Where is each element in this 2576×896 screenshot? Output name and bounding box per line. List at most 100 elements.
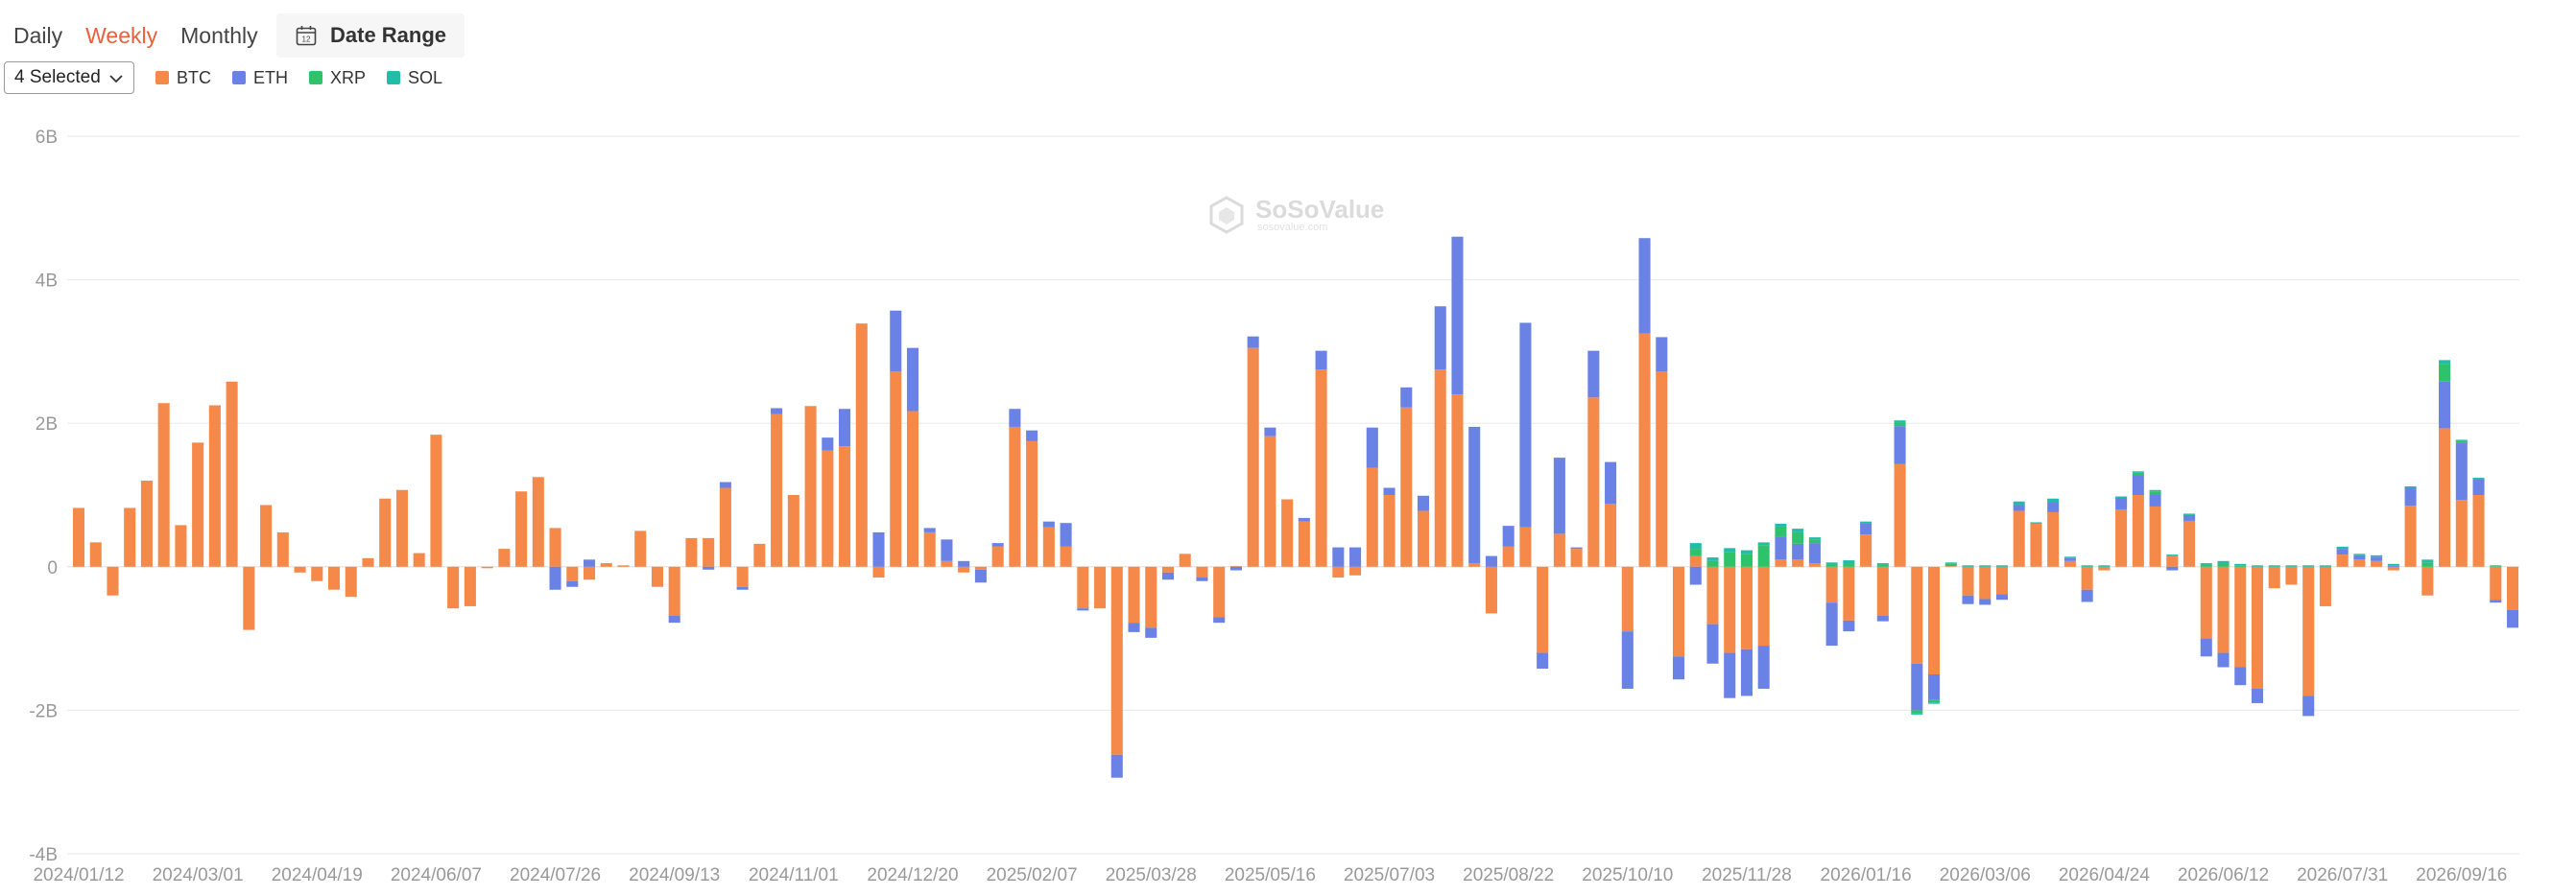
bar-eth[interactable] (2404, 487, 2417, 507)
bar-eth[interactable] (2149, 495, 2161, 507)
bar-eth[interactable] (1009, 409, 1021, 427)
bar-btc[interactable] (2285, 566, 2298, 585)
bar-eth[interactable] (958, 560, 970, 567)
bar-btc[interactable] (1587, 397, 1600, 567)
bar-btc[interactable] (515, 491, 528, 567)
bar-btc[interactable] (634, 531, 647, 567)
bar-xrp[interactable] (1911, 710, 1923, 714)
bar-btc[interactable] (175, 525, 187, 567)
bar-btc[interactable] (958, 566, 970, 573)
bar-btc[interactable] (192, 442, 204, 567)
bar-sol[interactable] (2013, 501, 2025, 506)
bar-btc[interactable] (2166, 555, 2179, 567)
bar-sol[interactable] (1843, 560, 1855, 564)
bar-btc[interactable] (2183, 520, 2196, 567)
bar-sol[interactable] (2115, 496, 2128, 498)
bar-btc[interactable] (1247, 347, 1259, 567)
bar-eth[interactable] (1689, 566, 1702, 585)
bar-eth[interactable] (1724, 652, 1736, 698)
bar-eth[interactable] (2439, 381, 2451, 429)
legend-item-btc[interactable]: BTC (155, 68, 211, 88)
bar-sol[interactable] (1689, 543, 1702, 550)
bar-sol[interactable] (2047, 498, 2060, 503)
bar-eth[interactable] (2217, 652, 2230, 668)
bar-btc[interactable] (1366, 467, 1378, 567)
bar-btc[interactable] (2490, 566, 2502, 601)
bar-btc[interactable] (2455, 500, 2468, 567)
bar-btc[interactable] (719, 487, 731, 567)
bar-sol[interactable] (1928, 702, 1941, 704)
bar-btc[interactable] (1502, 546, 1515, 567)
bar-btc[interactable] (1179, 554, 1191, 567)
bar-btc[interactable] (2030, 523, 2042, 567)
bar-eth[interactable] (1315, 350, 1327, 370)
bar-sol[interactable] (2490, 565, 2502, 567)
bar-sol[interactable] (1757, 542, 1770, 546)
bar-eth[interactable] (1349, 547, 1362, 567)
bar-btc[interactable] (2319, 566, 2331, 606)
bar-btc[interactable] (703, 537, 715, 567)
bar-eth[interactable] (1605, 461, 1617, 504)
bar-btc[interactable] (379, 498, 392, 567)
bar-btc[interactable] (395, 489, 408, 567)
bar-eth[interactable] (1808, 543, 1821, 564)
bar-eth[interactable] (1247, 336, 1259, 348)
bar-btc[interactable] (2217, 566, 2230, 653)
bar-btc[interactable] (1911, 566, 1923, 664)
bar-btc[interactable] (651, 566, 663, 587)
bar-btc[interactable] (1315, 369, 1327, 567)
bar-sol[interactable] (2166, 554, 2179, 556)
bar-eth[interactable] (736, 586, 749, 590)
bar-eth[interactable] (2302, 696, 2315, 717)
bar-btc[interactable] (1145, 566, 1157, 628)
bar-btc[interactable] (566, 566, 579, 581)
tab-daily[interactable]: Daily (13, 22, 63, 48)
bar-eth[interactable] (1757, 646, 1770, 689)
bar-btc[interactable] (2115, 508, 2128, 567)
bar-btc[interactable] (2387, 566, 2399, 571)
bar-sol[interactable] (2439, 360, 2451, 365)
bar-btc[interactable] (124, 507, 136, 567)
bar-eth[interactable] (2166, 566, 2179, 571)
bar-eth[interactable] (1366, 427, 1378, 468)
bar-eth[interactable] (1026, 430, 1038, 441)
bar-btc[interactable] (804, 406, 817, 567)
bar-eth[interactable] (1213, 617, 1226, 624)
bar-btc[interactable] (941, 560, 953, 567)
bar-btc[interactable] (72, 507, 85, 567)
bar-btc[interactable] (1196, 566, 1208, 578)
bar-btc[interactable] (260, 505, 273, 567)
bar-btc[interactable] (1128, 566, 1140, 624)
bar-btc[interactable] (1060, 546, 1072, 567)
bar-sol[interactable] (1944, 562, 1957, 564)
bar-btc[interactable] (600, 563, 612, 567)
bar-btc[interactable] (1094, 566, 1107, 609)
bar-xrp[interactable] (1894, 422, 1906, 427)
bar-xrp[interactable] (1928, 699, 1941, 703)
bar-btc[interactable] (2013, 510, 2025, 567)
bar-eth[interactable] (1995, 594, 2009, 601)
series-selector[interactable]: 4 Selected (4, 61, 134, 94)
bar-eth[interactable] (1196, 578, 1208, 581)
bar-btc[interactable] (2081, 566, 2093, 590)
bar-eth[interactable] (1434, 306, 1446, 370)
bar-btc[interactable] (2302, 566, 2315, 696)
bar-btc[interactable] (294, 566, 306, 573)
bar-btc[interactable] (855, 323, 868, 567)
bar-btc[interactable] (1485, 566, 1497, 614)
bar-btc[interactable] (1349, 566, 1362, 576)
bar-xrp[interactable] (1808, 539, 1821, 544)
bar-eth[interactable] (2132, 475, 2144, 495)
bar-eth[interactable] (668, 615, 680, 624)
bar-eth[interactable] (872, 531, 885, 567)
bar-eth[interactable] (1570, 547, 1583, 550)
bar-xrp[interactable] (2149, 491, 2161, 495)
bar-eth[interactable] (1621, 631, 1634, 689)
bar-btc[interactable] (1553, 533, 1565, 567)
bar-sol[interactable] (1792, 529, 1804, 532)
bar-eth[interactable] (1145, 627, 1157, 638)
bar-btc[interactable] (1656, 371, 1668, 567)
bar-btc[interactable] (430, 435, 442, 567)
bar-eth[interactable] (1128, 623, 1140, 632)
bar-btc[interactable] (89, 542, 102, 567)
